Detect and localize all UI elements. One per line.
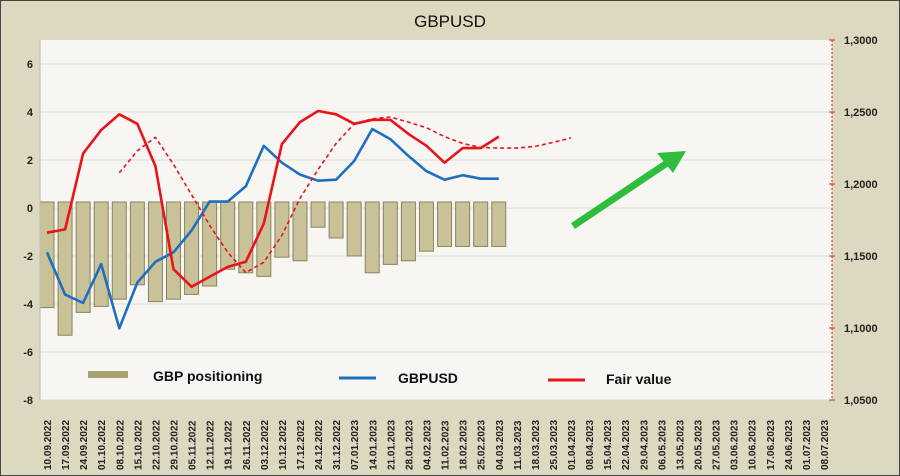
left-tick-label: 2	[27, 155, 33, 167]
positioning-bar	[328, 201, 344, 239]
x-tick-label: 03.12.2022	[260, 420, 271, 470]
positioning-bar	[491, 201, 507, 247]
positioning-bar	[292, 201, 308, 262]
positioning-bar	[129, 201, 145, 286]
x-tick-label: 04.02.2023	[422, 420, 433, 470]
x-tick-label: 11.02.2023	[441, 420, 452, 470]
x-tick-label: 01.04.2023	[567, 420, 578, 470]
right-tick-label: 1,1000	[844, 323, 878, 335]
left-tick-label: -8	[23, 395, 33, 407]
x-tick-label: 10.09.2022	[43, 420, 54, 470]
positioning-bar	[310, 201, 326, 228]
x-tick-label: 29.10.2022	[169, 420, 180, 470]
right-tick-label: 1,0500	[844, 395, 878, 407]
left-tick-label: 4	[27, 107, 34, 119]
positioning-bar	[220, 201, 236, 270]
right-tick-label: 1,2500	[844, 107, 878, 119]
x-tick-label: 17.06.2023	[766, 420, 777, 470]
x-tick-label: 01.10.2022	[97, 420, 108, 470]
right-tick-label: 1,1500	[844, 251, 878, 263]
legend-swatch-gbp-positioning	[88, 371, 128, 378]
chart-title: GBPUSD	[414, 12, 486, 31]
x-tick-label: 26.11.2022	[242, 420, 253, 470]
x-tick-label: 07.01.2023	[350, 420, 361, 470]
right-tick-label: 1,3000	[844, 35, 878, 47]
x-tick-label: 24.06.2023	[784, 420, 795, 470]
gbpusd-line	[45, 127, 499, 330]
legend-label-gbp-positioning: GBP positioning	[153, 368, 262, 384]
positioning-bar	[346, 201, 362, 257]
x-tick-label: 14.01.2023	[368, 420, 379, 470]
positioning-bar	[111, 201, 127, 300]
positioning-bar	[75, 201, 91, 313]
x-tick-label: 21.01.2023	[386, 420, 397, 470]
x-tick-label: 12.11.2022	[206, 420, 217, 470]
x-tick-label: 22.10.2022	[151, 420, 162, 470]
x-tick-label: 18.03.2023	[531, 420, 542, 470]
green-up-arrow-icon	[571, 151, 686, 229]
x-tick-label: 17.09.2022	[61, 420, 72, 470]
positioning-bar	[364, 201, 380, 274]
x-tick-label: 05.11.2022	[188, 420, 199, 470]
right-tick-label: 1,2000	[844, 179, 878, 191]
positioning-bar	[400, 201, 416, 262]
positioning-bar	[274, 201, 290, 258]
x-tick-label: 15.04.2023	[603, 420, 614, 470]
positioning-bar	[473, 201, 489, 247]
x-tick-label: 08.04.2023	[585, 420, 596, 470]
x-tick-label: 01.07.2023	[802, 420, 813, 470]
x-tick-label: 06.05.2023	[657, 420, 668, 470]
positioning-bar	[256, 201, 272, 277]
fair-value-line	[46, 109, 500, 289]
x-tick-label: 29.04.2023	[639, 420, 650, 470]
x-tick-label: 25.02.2023	[477, 420, 488, 470]
x-tick-label: 17.12.2022	[296, 420, 307, 470]
x-tick-label: 15.10.2022	[133, 420, 144, 470]
x-tick-label: 19.11.2022	[224, 420, 235, 470]
x-tick-label: 18.02.2023	[459, 420, 470, 470]
x-tick-label: 20.05.2023	[694, 420, 705, 470]
x-tick-label: 24.09.2022	[79, 420, 90, 470]
left-tick-label: -4	[23, 299, 34, 311]
x-tick-label: 27.05.2023	[712, 420, 723, 470]
left-tick-label: -2	[23, 251, 33, 263]
x-tick-label: 04.03.2023	[495, 420, 506, 470]
x-tick-label: 10.06.2023	[748, 420, 759, 470]
positioning-bar	[147, 201, 163, 303]
x-tick-label: 08.10.2022	[115, 420, 126, 470]
x-tick-label: 24.12.2022	[314, 420, 325, 470]
x-tick-label: 22.04.2023	[621, 420, 632, 470]
legend: GBP positioning GBPUSD Fair value	[88, 368, 672, 387]
positioning-bar	[382, 201, 398, 265]
left-tick-label: 0	[27, 203, 33, 215]
left-tick-label: -6	[23, 347, 33, 359]
legend-label-gbpusd: GBPUSD	[398, 370, 458, 386]
x-tick-label: 11.03.2023	[513, 420, 524, 470]
positioning-bar	[418, 201, 434, 252]
x-tick-label: 25.03.2023	[549, 420, 560, 470]
x-tick-label: 28.01.2023	[404, 420, 415, 470]
x-tick-label: 31.12.2022	[332, 420, 343, 470]
x-tick-label: 08.07.2023	[820, 420, 831, 470]
fair-value-lagged-line	[118, 116, 572, 274]
positioning-bar	[57, 201, 73, 336]
x-tick-label: 10.12.2022	[278, 420, 289, 470]
left-tick-label: 6	[27, 59, 33, 71]
positioning-bar	[93, 201, 109, 307]
x-tick-label: 03.06.2023	[730, 420, 741, 470]
positioning-bar	[455, 201, 471, 247]
positioning-bar	[437, 201, 453, 247]
x-tick-label: 13.05.2023	[675, 420, 686, 470]
legend-label-fair-value: Fair value	[606, 371, 672, 387]
